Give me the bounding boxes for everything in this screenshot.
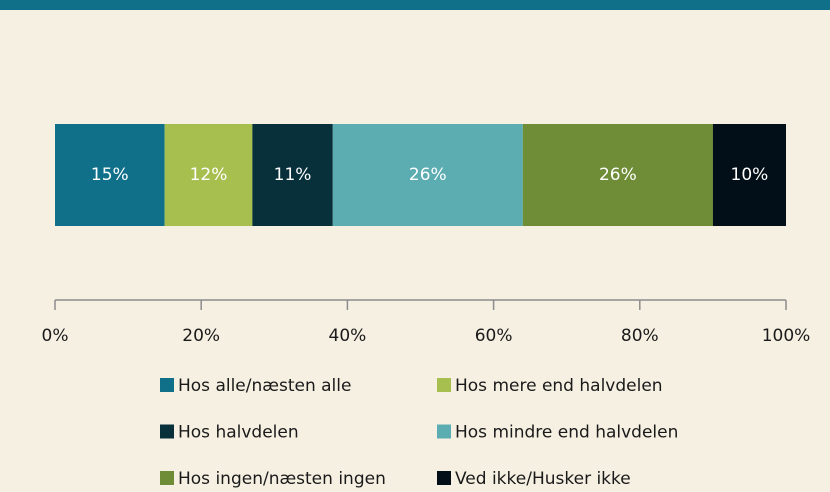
legend-swatch [160, 424, 174, 439]
bar-segment [522, 124, 713, 226]
bar-value-label: 10% [731, 165, 769, 185]
x-tick-label: 60% [475, 326, 513, 346]
bar-value-label: 11% [274, 165, 312, 185]
legend-swatch [437, 378, 451, 392]
legend-label: Hos mindre end halvdelen [455, 423, 678, 443]
legend-swatch [160, 471, 174, 485]
bar-segment [55, 124, 165, 226]
legend-swatch [437, 424, 451, 439]
legend-label: Hos mere end halvdelen [455, 376, 663, 396]
legend-label: Ved ikke/Husker ikke [455, 469, 631, 489]
x-tick-label: 0% [42, 326, 69, 346]
x-tick-label: 100% [762, 326, 811, 346]
bar-segment [164, 124, 253, 226]
bar-value-label: 26% [599, 165, 637, 185]
x-tick-label: 20% [182, 326, 220, 346]
bar-value-label: 15% [91, 165, 129, 185]
legend-swatch [437, 471, 451, 485]
x-tick-label: 80% [621, 326, 659, 346]
legend-swatch [160, 378, 174, 392]
legend-label: Hos halvdelen [178, 423, 299, 443]
legend-label: Hos alle/næsten alle [178, 376, 351, 396]
header-bar [0, 0, 830, 10]
bar-segment [252, 124, 333, 226]
x-tick-label: 40% [329, 326, 367, 346]
legend-label: Hos ingen/næsten ingen [178, 469, 386, 489]
bar-segment [332, 124, 523, 226]
bar-value-label: 26% [409, 165, 447, 185]
bar-segment [712, 124, 786, 226]
bar-value-label: 12% [190, 165, 228, 185]
